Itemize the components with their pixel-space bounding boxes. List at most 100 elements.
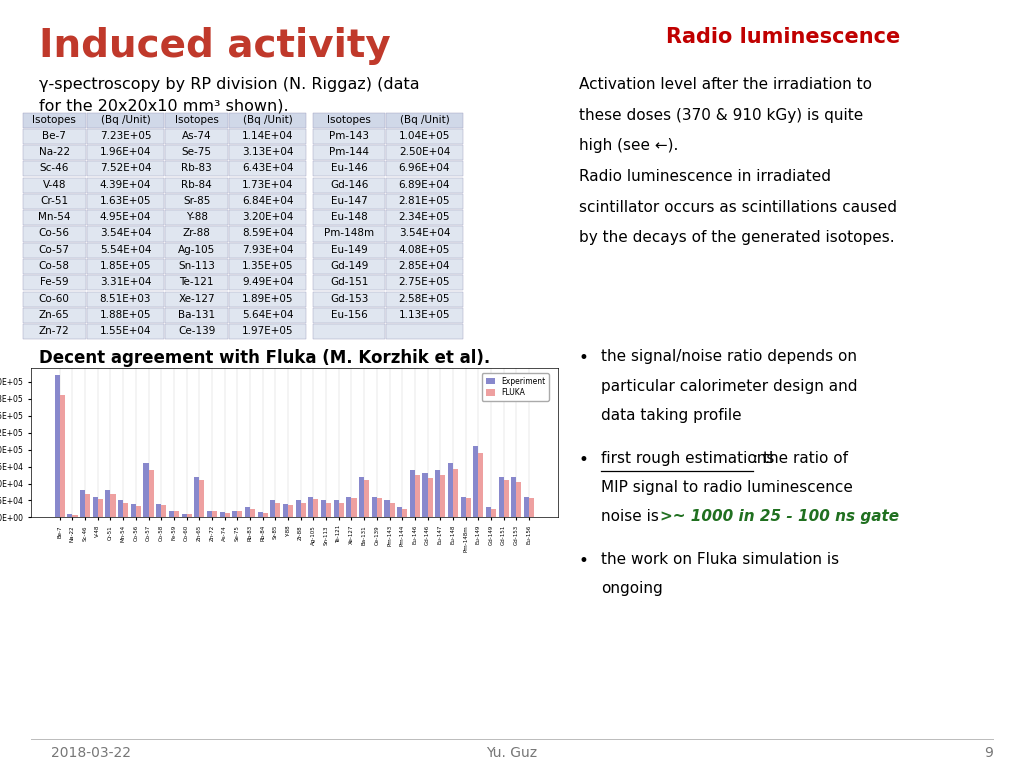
Text: 7.23E+05: 7.23E+05 bbox=[99, 131, 152, 141]
Text: Eu-148: Eu-148 bbox=[331, 212, 368, 222]
Bar bbox=[410, 470, 415, 518]
Text: Te-121: Te-121 bbox=[179, 277, 214, 287]
Bar bbox=[511, 477, 516, 518]
Bar bbox=[195, 477, 200, 518]
Bar bbox=[93, 497, 98, 518]
Bar bbox=[98, 499, 102, 518]
Text: 1.55E+04: 1.55E+04 bbox=[99, 326, 152, 336]
Text: Co-56: Co-56 bbox=[39, 228, 70, 239]
Text: 4.95E+04: 4.95E+04 bbox=[99, 212, 152, 222]
Text: >~ 1000 in 25 - 100 ns gate: >~ 1000 in 25 - 100 ns gate bbox=[660, 509, 900, 525]
Text: Rb-84: Rb-84 bbox=[181, 180, 212, 190]
Text: Isotopes: Isotopes bbox=[328, 114, 371, 124]
Bar bbox=[440, 475, 445, 518]
Text: Decent agreement with Fluka (M. Korzhik et al).: Decent agreement with Fluka (M. Korzhik … bbox=[39, 349, 490, 366]
Bar bbox=[245, 508, 250, 518]
Text: Fe-59: Fe-59 bbox=[40, 277, 69, 287]
Bar bbox=[529, 498, 535, 518]
Bar bbox=[486, 508, 490, 518]
Text: high (see ←).: high (see ←). bbox=[579, 138, 678, 154]
Text: Cr-51: Cr-51 bbox=[40, 196, 69, 206]
Bar bbox=[174, 511, 179, 518]
Text: Eu-146: Eu-146 bbox=[331, 164, 368, 174]
Bar bbox=[232, 511, 238, 518]
Text: Se-75: Se-75 bbox=[181, 147, 212, 157]
Text: Xe-127: Xe-127 bbox=[178, 293, 215, 303]
Bar bbox=[258, 512, 263, 518]
Text: Gd-146: Gd-146 bbox=[330, 180, 369, 190]
Bar bbox=[308, 497, 313, 518]
Bar bbox=[447, 463, 453, 518]
Text: •: • bbox=[579, 552, 589, 570]
Text: 4.08E+05: 4.08E+05 bbox=[398, 245, 451, 255]
Text: Activation level after the irradiation to: Activation level after the irradiation t… bbox=[579, 77, 871, 92]
Text: •: • bbox=[579, 349, 589, 367]
Text: 1.04E+05: 1.04E+05 bbox=[398, 131, 451, 141]
Text: 1.73E+04: 1.73E+04 bbox=[242, 180, 294, 190]
Text: 7.93E+04: 7.93E+04 bbox=[242, 245, 294, 255]
Text: 3.13E+04: 3.13E+04 bbox=[242, 147, 294, 157]
Bar bbox=[283, 504, 288, 518]
Bar bbox=[200, 480, 205, 518]
Text: for the 20x20x10 mm³ shown).: for the 20x20x10 mm³ shown). bbox=[39, 98, 289, 114]
Bar bbox=[111, 494, 116, 518]
Bar bbox=[372, 497, 377, 518]
Text: Gd-153: Gd-153 bbox=[330, 293, 369, 303]
Bar bbox=[270, 501, 275, 518]
Text: Co-58: Co-58 bbox=[39, 261, 70, 271]
Text: 2.58E+05: 2.58E+05 bbox=[398, 293, 451, 303]
Bar bbox=[322, 501, 326, 518]
Bar bbox=[118, 501, 123, 518]
Bar bbox=[384, 501, 389, 518]
Text: (Bq /Unit): (Bq /Unit) bbox=[100, 114, 151, 124]
Bar bbox=[334, 501, 339, 518]
Text: Gd-149: Gd-149 bbox=[330, 261, 369, 271]
Text: V-48: V-48 bbox=[43, 180, 66, 190]
Text: Isotopes: Isotopes bbox=[33, 114, 76, 124]
Text: Sr-85: Sr-85 bbox=[183, 196, 210, 206]
Text: 8.51E+03: 8.51E+03 bbox=[99, 293, 152, 303]
Bar bbox=[478, 453, 483, 518]
Text: 7.52E+04: 7.52E+04 bbox=[99, 164, 152, 174]
Bar bbox=[351, 498, 356, 518]
Text: 1.96E+04: 1.96E+04 bbox=[99, 147, 152, 157]
Text: (Bq /Unit): (Bq /Unit) bbox=[243, 114, 293, 124]
Text: 1.35E+05: 1.35E+05 bbox=[242, 261, 294, 271]
Bar bbox=[461, 497, 466, 518]
Text: Eu-149: Eu-149 bbox=[331, 245, 368, 255]
Text: Y-88: Y-88 bbox=[185, 212, 208, 222]
Text: Co-57: Co-57 bbox=[39, 245, 70, 255]
Text: 1.88E+05: 1.88E+05 bbox=[99, 310, 152, 320]
Text: data taking profile: data taking profile bbox=[601, 408, 741, 423]
Bar bbox=[326, 502, 331, 518]
Bar bbox=[80, 490, 85, 518]
Text: Be-7: Be-7 bbox=[42, 131, 67, 141]
Bar bbox=[389, 502, 394, 518]
Bar bbox=[435, 470, 440, 518]
Text: 3.54E+04: 3.54E+04 bbox=[398, 228, 451, 239]
Text: Sn-113: Sn-113 bbox=[178, 261, 215, 271]
Text: Isotopes: Isotopes bbox=[175, 114, 218, 124]
Bar bbox=[377, 498, 382, 518]
Text: 1.14E+04: 1.14E+04 bbox=[242, 131, 294, 141]
Text: Sc-46: Sc-46 bbox=[40, 164, 69, 174]
Text: 1.63E+05: 1.63E+05 bbox=[99, 196, 152, 206]
Text: the work on Fluka simulation is: the work on Fluka simulation is bbox=[601, 552, 840, 568]
Text: •: • bbox=[579, 451, 589, 468]
Bar bbox=[224, 513, 229, 518]
Text: 1.85E+05: 1.85E+05 bbox=[99, 261, 152, 271]
Text: scintillator occurs as scintillations caused: scintillator occurs as scintillations ca… bbox=[579, 200, 897, 215]
Text: 3.54E+04: 3.54E+04 bbox=[99, 228, 152, 239]
Bar bbox=[490, 508, 496, 518]
Text: Zn-72: Zn-72 bbox=[39, 326, 70, 336]
Text: : the ratio of: : the ratio of bbox=[753, 451, 848, 466]
Text: 9.49E+04: 9.49E+04 bbox=[242, 277, 294, 287]
Text: 1.97E+05: 1.97E+05 bbox=[242, 326, 294, 336]
Bar bbox=[359, 477, 365, 518]
Bar bbox=[105, 490, 111, 518]
Text: Pm-148m: Pm-148m bbox=[325, 228, 374, 239]
Text: 1.13E+05: 1.13E+05 bbox=[398, 310, 451, 320]
Text: Yu. Guz: Yu. Guz bbox=[486, 746, 538, 760]
Bar bbox=[161, 505, 166, 518]
Text: ongoing: ongoing bbox=[601, 581, 663, 597]
